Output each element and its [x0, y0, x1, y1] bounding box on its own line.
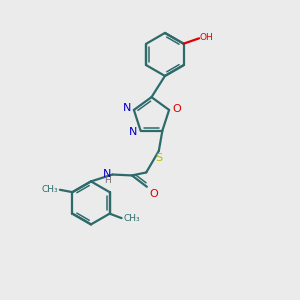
Text: N: N — [122, 103, 131, 113]
Text: N: N — [129, 127, 138, 137]
Text: CH₃: CH₃ — [123, 214, 140, 223]
Text: S: S — [155, 153, 162, 163]
Text: OH: OH — [200, 33, 214, 42]
Text: CH₃: CH₃ — [41, 185, 58, 194]
Text: H: H — [105, 176, 111, 185]
Text: O: O — [149, 189, 158, 199]
Text: N: N — [103, 169, 111, 178]
Text: O: O — [172, 104, 181, 114]
